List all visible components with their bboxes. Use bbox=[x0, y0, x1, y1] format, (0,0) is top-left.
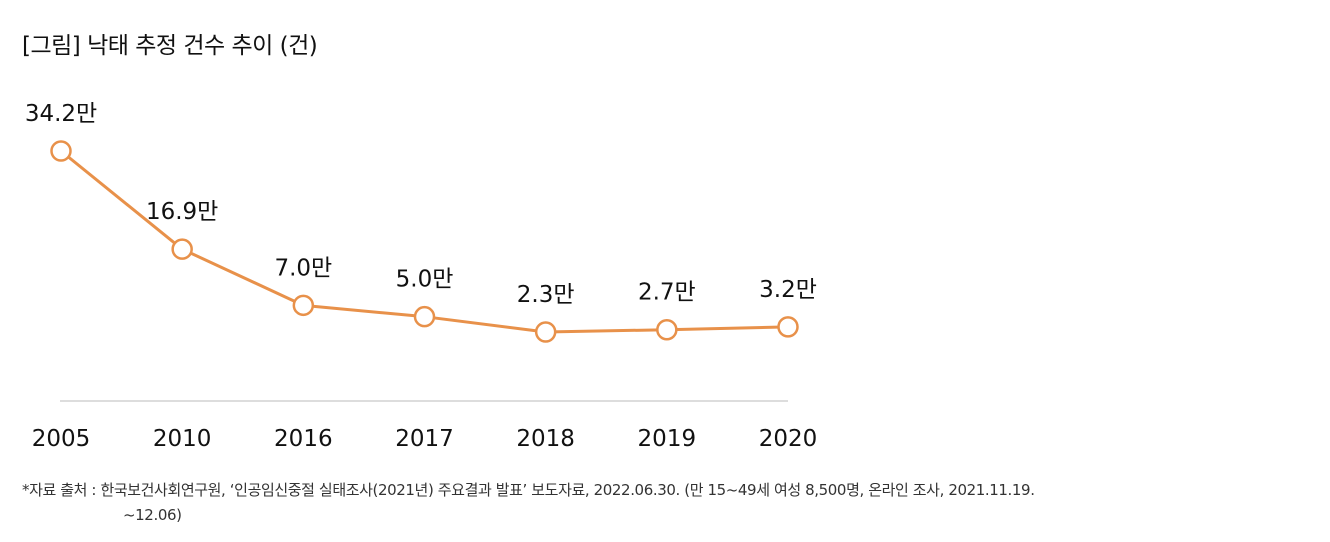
data-label-2020: 3.2만 bbox=[759, 277, 817, 303]
series-markers bbox=[50, 140, 799, 343]
x-tick-2019: 2019 bbox=[638, 426, 697, 452]
data-point-2016 bbox=[292, 294, 315, 317]
data-point-2018 bbox=[534, 321, 557, 343]
data-label-2016: 7.0만 bbox=[274, 255, 332, 281]
x-tick-2016: 2016 bbox=[274, 426, 333, 452]
data-point-2020 bbox=[777, 316, 799, 338]
source-note: *자료 출처 : 한국보건사회연구원, ‘인공임신중절 실태조사(2021년) … bbox=[22, 478, 1322, 528]
data-point-2005 bbox=[50, 140, 72, 162]
source-line-1: *자료 출처 : 한국보건사회연구원, ‘인공임신중절 실태조사(2021년) … bbox=[22, 481, 1035, 499]
data-labels: 34.2만 16.9만 7.0만 5.0만 2.3만 2.7만 3.2만 bbox=[25, 101, 817, 308]
data-label-2019: 2.7만 bbox=[638, 280, 696, 306]
x-tick-2018: 2018 bbox=[516, 426, 575, 452]
data-label-2010: 16.9만 bbox=[146, 199, 218, 225]
data-label-2017: 5.0만 bbox=[396, 267, 454, 293]
x-tick-2010: 2010 bbox=[153, 426, 212, 452]
data-point-2019 bbox=[656, 318, 678, 341]
source-line-2: ~12.06) bbox=[123, 506, 182, 524]
x-tick-2020: 2020 bbox=[759, 426, 818, 452]
x-tick-2005: 2005 bbox=[32, 426, 91, 452]
chart-title: [그림] 낙태 추정 건수 추이 (건) bbox=[22, 33, 318, 59]
data-label-2018: 2.3만 bbox=[517, 282, 575, 308]
x-axis-tick-labels: 2005 2010 2016 2017 2018 2019 2020 bbox=[32, 426, 818, 452]
data-label-2005: 34.2만 bbox=[25, 101, 97, 127]
data-point-2010 bbox=[171, 238, 193, 260]
x-tick-2017: 2017 bbox=[395, 426, 454, 452]
data-point-2017 bbox=[413, 305, 436, 328]
